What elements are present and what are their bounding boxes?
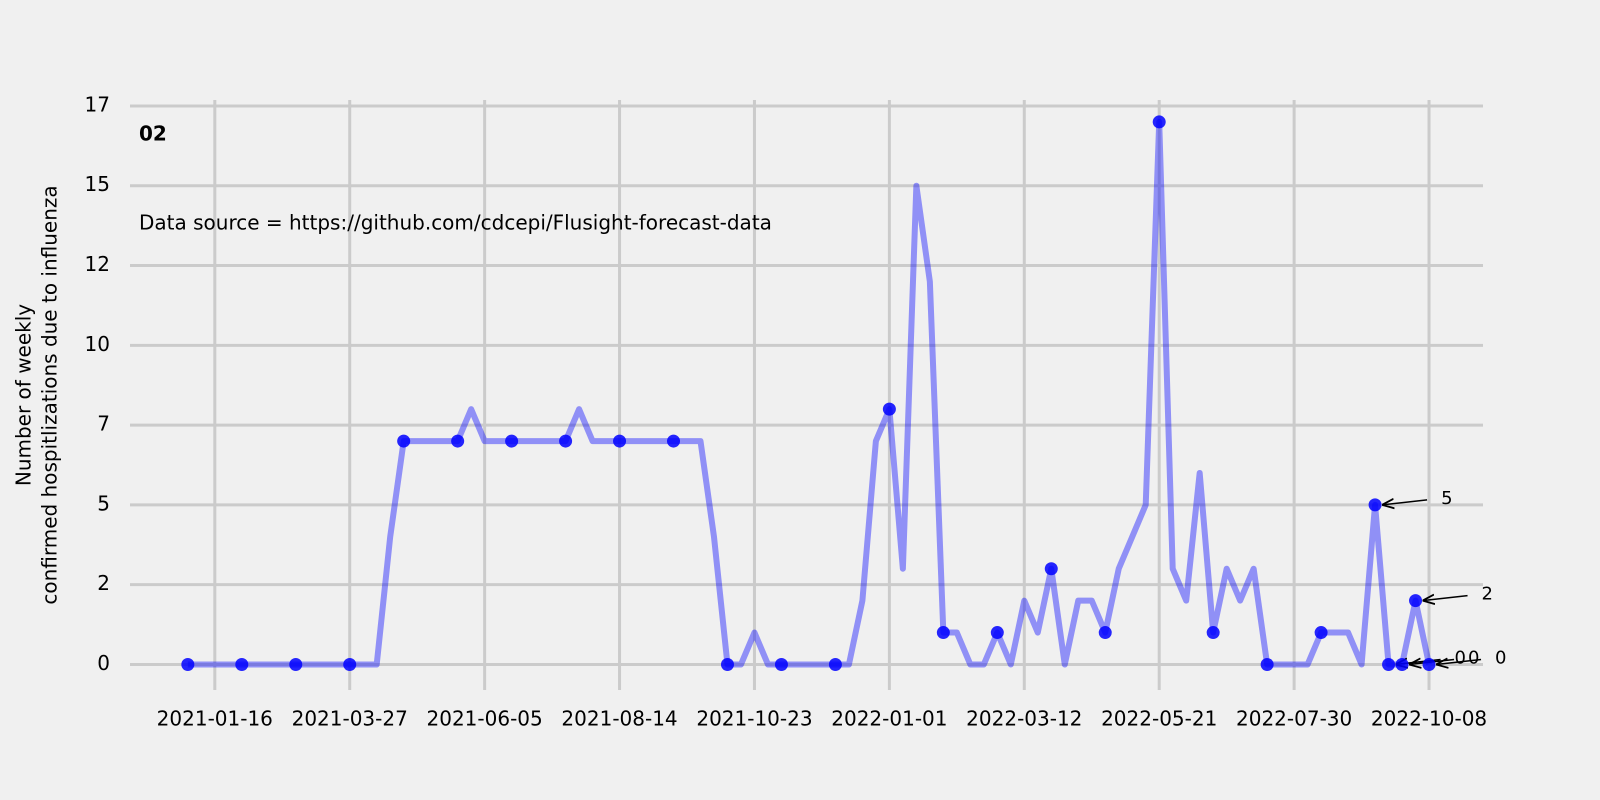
x-tick-label: 2022-05-21 bbox=[1101, 707, 1217, 731]
x-tick-label: 2021-06-05 bbox=[427, 707, 543, 731]
x-tick-label: 2022-07-30 bbox=[1236, 707, 1352, 731]
x-tick-label: 2022-10-08 bbox=[1371, 707, 1487, 731]
data-label: 2 bbox=[1482, 584, 1493, 605]
point bbox=[613, 434, 627, 448]
point bbox=[936, 626, 950, 640]
x-tick-label: 2021-03-27 bbox=[292, 707, 408, 731]
x-tick-label: 2021-10-23 bbox=[696, 707, 812, 731]
point bbox=[1395, 657, 1409, 671]
annotation-arrow bbox=[1436, 659, 1482, 664]
point bbox=[1260, 657, 1274, 671]
point bbox=[1044, 562, 1058, 576]
point bbox=[451, 434, 465, 448]
annotation-arrow bbox=[1382, 500, 1428, 505]
point bbox=[774, 657, 788, 671]
annotation: Data source = https://github.com/cdcepi/… bbox=[139, 211, 772, 235]
point bbox=[828, 657, 842, 671]
y-tick-label: 17 bbox=[85, 92, 110, 116]
y-tick-label: 7 bbox=[97, 412, 110, 436]
y-tick-label: 0 bbox=[97, 651, 110, 675]
series-line bbox=[187, 118, 1432, 668]
y-tick-label: 5 bbox=[97, 491, 110, 515]
x-tick-label: 2021-08-14 bbox=[561, 707, 677, 731]
y-axis-label: Number of weekly bbox=[12, 304, 36, 486]
point bbox=[882, 402, 896, 416]
point bbox=[1422, 657, 1436, 671]
annotation-arrow bbox=[1423, 596, 1468, 601]
y-tick-label: 12 bbox=[85, 252, 110, 276]
data-label: 0 bbox=[1455, 647, 1466, 668]
point bbox=[1368, 498, 1382, 512]
plot: 50 020 bbox=[181, 115, 1506, 671]
point bbox=[1409, 594, 1423, 608]
point bbox=[1382, 657, 1396, 671]
point bbox=[1314, 626, 1328, 640]
point bbox=[720, 657, 734, 671]
point bbox=[1098, 626, 1112, 640]
data-label: 0 bbox=[1468, 647, 1479, 668]
point bbox=[343, 657, 357, 671]
panel-title: 02 bbox=[139, 122, 167, 146]
y-tick-label: 15 bbox=[85, 172, 110, 196]
point bbox=[667, 434, 681, 448]
point bbox=[505, 434, 519, 448]
point bbox=[397, 434, 411, 448]
y-tick-label: 2 bbox=[97, 571, 110, 595]
data-label: 5 bbox=[1441, 488, 1452, 509]
point bbox=[559, 434, 573, 448]
point bbox=[289, 657, 303, 671]
grid bbox=[130, 100, 1483, 690]
point bbox=[1152, 115, 1166, 129]
x-tick-label: 2022-01-01 bbox=[831, 707, 947, 731]
point bbox=[235, 657, 249, 671]
point bbox=[181, 657, 195, 671]
data-label: 0 bbox=[1495, 647, 1506, 668]
x-tick-label: 2022-03-12 bbox=[966, 707, 1082, 731]
y-tick-label: 10 bbox=[85, 332, 110, 356]
y-axis-label: confirmed hospitlizations due to influen… bbox=[38, 185, 62, 604]
point bbox=[990, 626, 1004, 640]
point bbox=[1206, 626, 1220, 640]
x-tick-label: 2021-01-16 bbox=[157, 707, 273, 731]
